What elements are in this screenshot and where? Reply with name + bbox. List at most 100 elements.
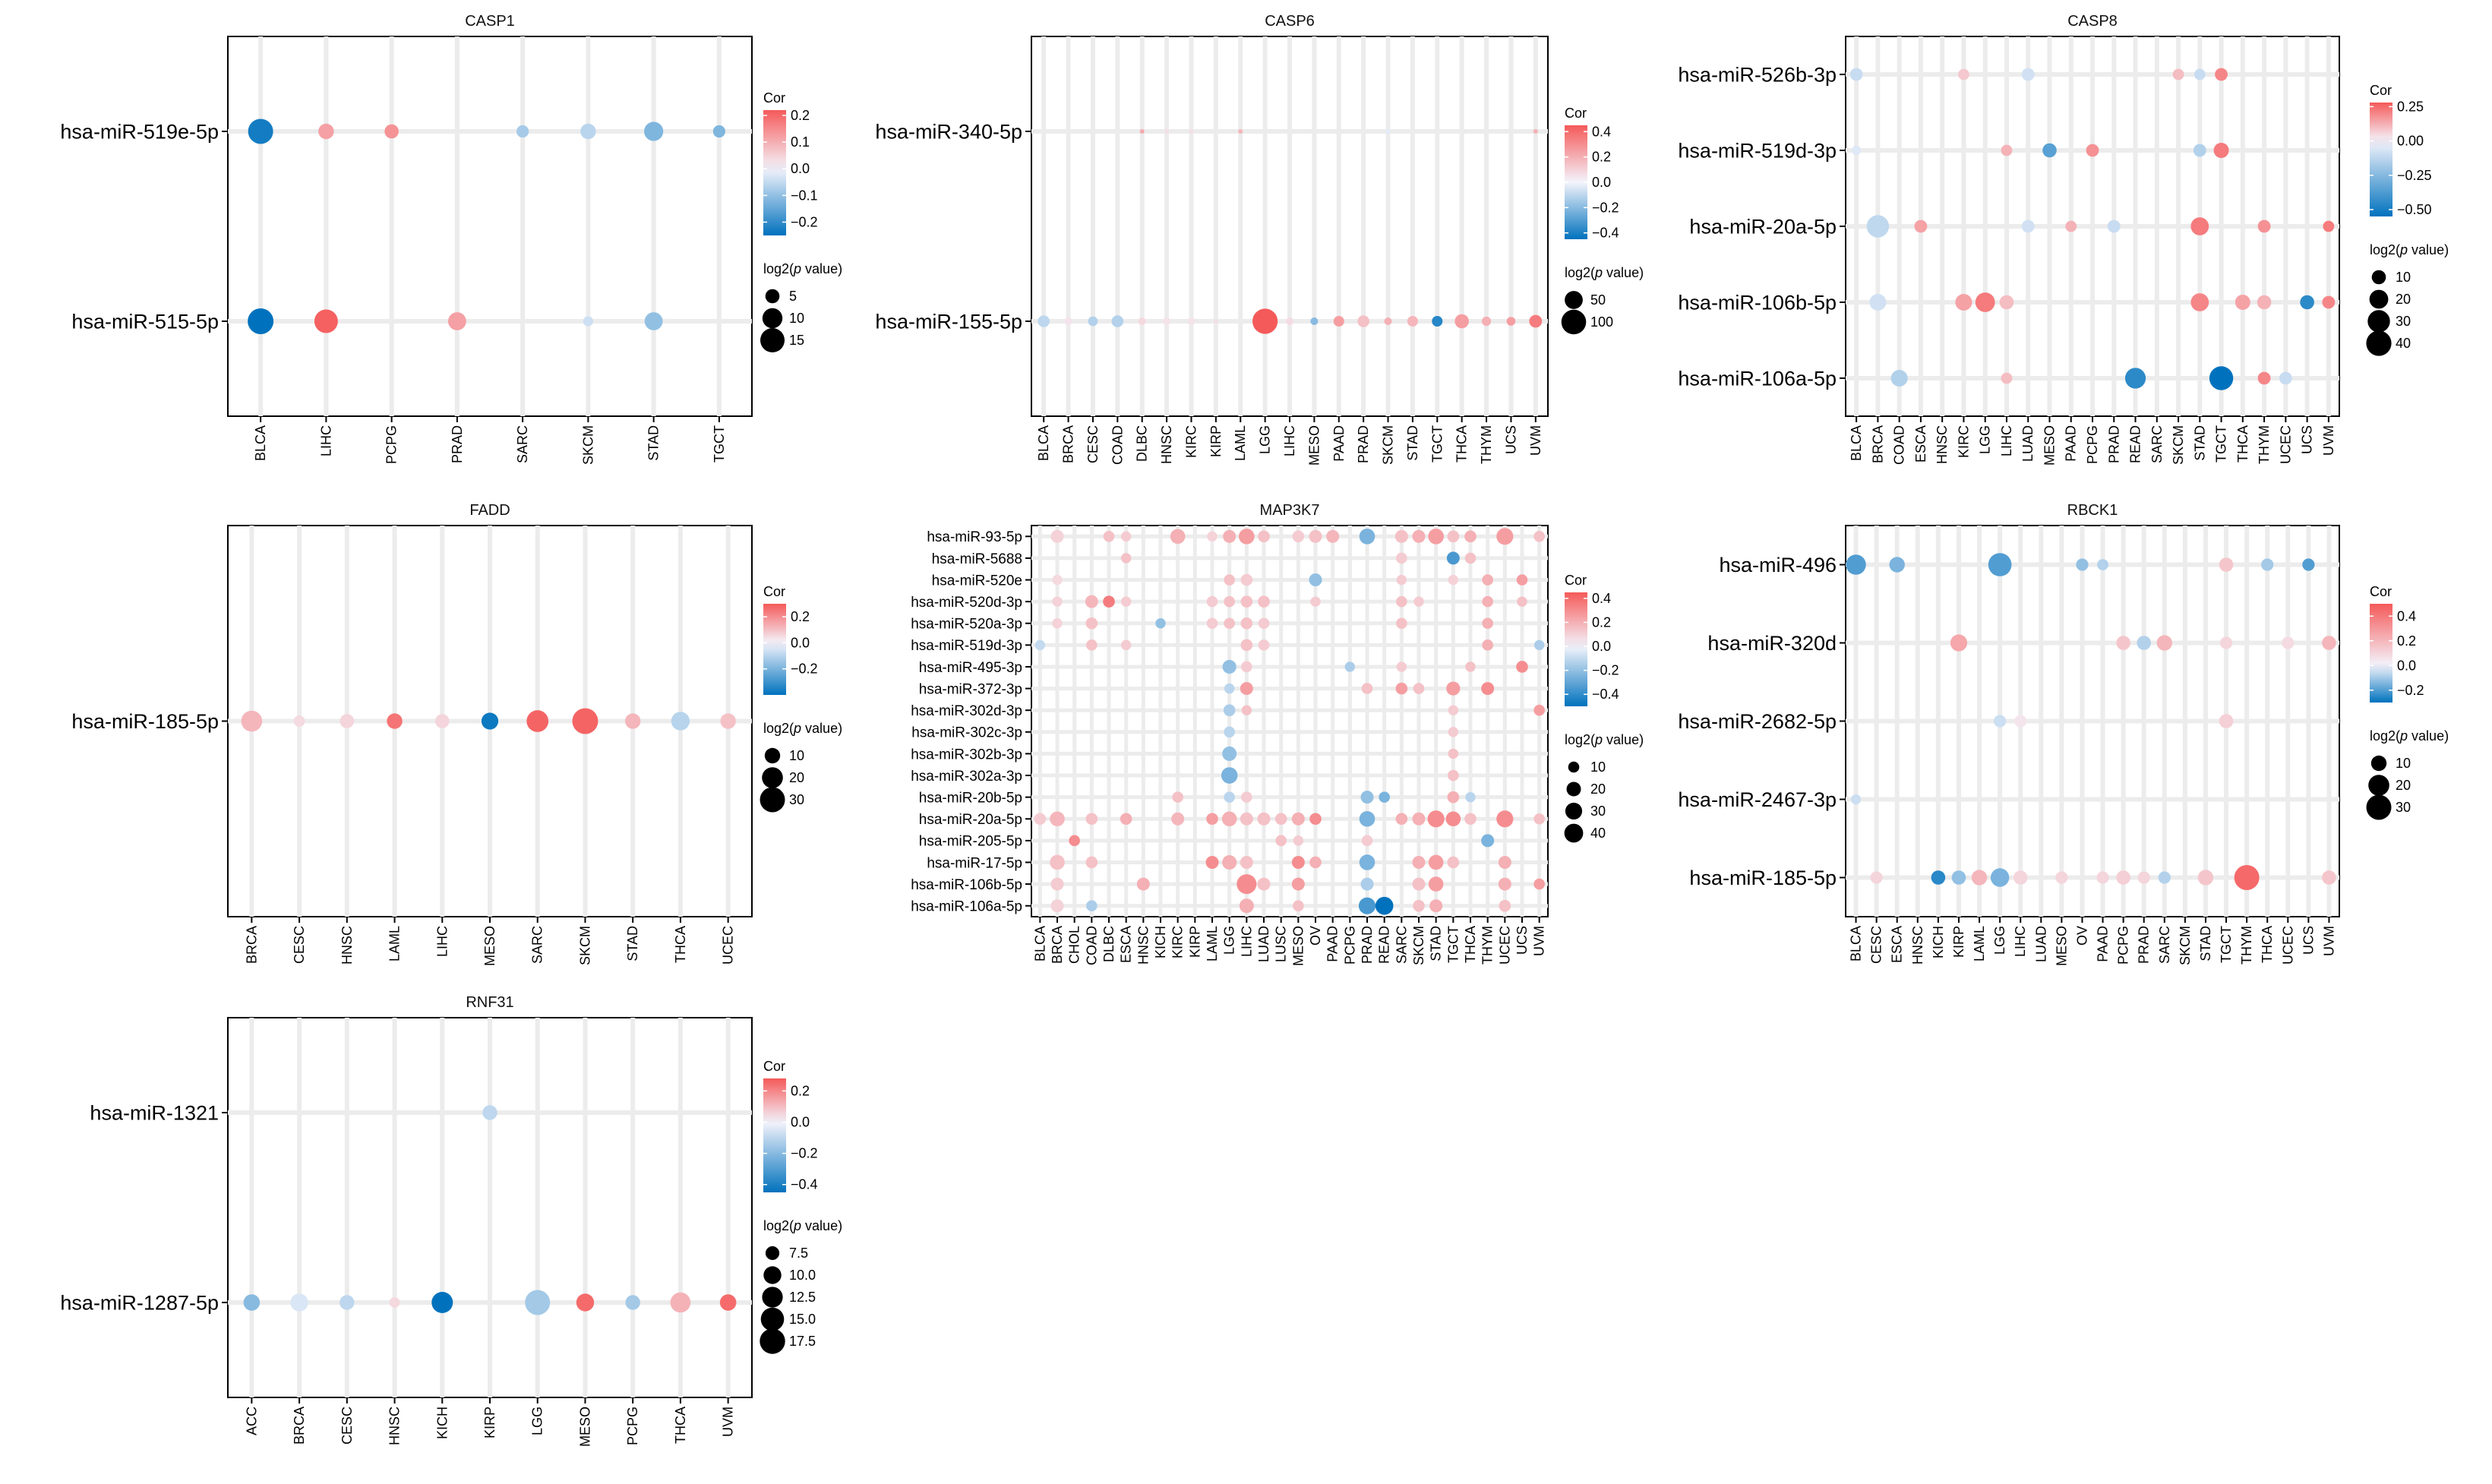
y-tick-label: hsa-miR-155-5p	[875, 311, 1022, 333]
size-legend-dot	[1568, 761, 1580, 773]
x-tick-label: LAML	[387, 926, 403, 961]
data-point	[1293, 900, 1304, 911]
data-point	[1499, 899, 1511, 912]
x-tick-label: SKCM	[580, 425, 595, 465]
x-tick-label: KIRP	[1187, 926, 1202, 958]
data-point	[1359, 810, 1375, 827]
data-point	[1516, 661, 1528, 673]
x-tick-label: OV	[2074, 926, 2089, 946]
x-tick-label: LIHC	[318, 425, 333, 456]
data-point	[1120, 553, 1132, 564]
data-point	[2013, 870, 2028, 885]
colorbar-label: −0.2	[791, 214, 818, 229]
data-point	[2322, 636, 2336, 650]
panel-casp6: CASP6 hsa-miR-340-5p hsa-miR-155-5p BLCA BRC…	[875, 13, 1644, 466]
data-point	[2219, 714, 2234, 728]
size-legend-title: log2(p value)	[2370, 728, 2449, 744]
colorbar-label: 0.2	[1592, 150, 1611, 165]
data-point	[1360, 877, 1374, 891]
data-point	[1239, 529, 1255, 545]
data-point	[1155, 618, 1166, 629]
x-tick-label: ESCA	[1890, 926, 1905, 963]
data-point	[1291, 855, 1305, 869]
x-tick-label: LIHC	[2013, 926, 2028, 957]
data-point	[2158, 871, 2171, 884]
size-legend-label: 10.0	[789, 1268, 816, 1283]
x-tick-label: LGG	[1222, 926, 1237, 955]
data-point	[248, 118, 273, 144]
panel-rnf31: RNF31 hsa-miR-1321 hsa-miR-1287-5p ACC BRCA C…	[60, 994, 842, 1447]
data-point	[2042, 143, 2057, 158]
data-point	[1164, 129, 1170, 134]
cor-legend-title: Cor	[1565, 573, 1587, 588]
data-point	[1207, 531, 1218, 542]
size-legend-label: 40	[2396, 336, 2411, 351]
size-legend-title: log2(p value)	[763, 261, 842, 276]
x-tick-label: LUAD	[1256, 926, 1271, 962]
size-legend-dot	[762, 1287, 783, 1308]
y-tick-label: hsa-miR-106a-5p	[1678, 368, 1837, 390]
data-point	[1189, 129, 1194, 134]
size-legend-label: 20	[2396, 292, 2411, 307]
data-point	[2190, 293, 2209, 311]
data-point	[1050, 854, 1065, 870]
data-point	[1086, 900, 1098, 911]
data-point	[293, 715, 305, 727]
data-point	[1533, 129, 1538, 134]
y-tick-label: hsa-miR-20b-5p	[919, 790, 1022, 806]
x-tick-label: TGCT	[712, 425, 727, 463]
colorbar-label: −0.1	[791, 188, 818, 203]
x-tick-label: UCEC	[2278, 425, 2293, 464]
x-tick-label: UCS	[2301, 926, 2316, 955]
y-tick-label: hsa-miR-519d-3p	[1678, 140, 1837, 163]
x-tick-label: PRAD	[1356, 425, 1371, 463]
x-tick-label: LUAD	[2020, 425, 2036, 462]
colorbar-label: −0.4	[1592, 687, 1619, 702]
data-point	[1138, 317, 1146, 325]
size-legend-dot	[1566, 781, 1581, 797]
data-point	[1394, 529, 1408, 543]
data-point	[2257, 219, 2271, 233]
data-point	[1533, 639, 1545, 651]
x-tick-label: TGCT	[1429, 425, 1445, 463]
data-point	[2300, 295, 2314, 310]
colorbar-label: 0.00	[2397, 134, 2424, 149]
colorbar-label: 0.0	[1592, 639, 1611, 654]
cor-colorbar	[763, 604, 786, 695]
x-tick-label: MESO	[1306, 425, 1322, 466]
data-point	[1533, 813, 1545, 825]
data-point	[1412, 529, 1426, 543]
colorbar-label: 0.0	[791, 635, 810, 650]
data-point	[1379, 791, 1390, 803]
cor-colorbar	[763, 1078, 786, 1192]
data-point	[2322, 870, 2336, 885]
data-point	[1407, 316, 1418, 327]
data-point	[644, 122, 664, 141]
size-legend-label: 10	[2396, 756, 2411, 771]
x-tick-label: HNSC	[340, 926, 355, 965]
x-tick-label: SARC	[515, 425, 530, 463]
x-tick-label: DLBC	[1135, 425, 1150, 462]
data-point	[2219, 557, 2234, 572]
y-tick-label: hsa-miR-1321	[90, 1102, 219, 1125]
data-point	[2257, 371, 2271, 385]
y-tick-label: hsa-miR-372-3p	[919, 681, 1022, 697]
x-tick-label: KIRP	[1951, 926, 1966, 958]
data-point	[2190, 217, 2209, 235]
data-point	[384, 124, 399, 139]
data-point	[243, 1294, 261, 1311]
data-point	[1999, 295, 2014, 310]
data-point	[1360, 791, 1374, 804]
x-tick-label: PRAD	[1360, 926, 1375, 964]
x-tick-label: THCA	[1463, 926, 1478, 963]
data-point	[624, 713, 641, 729]
data-point	[1869, 294, 1887, 311]
data-point	[1085, 595, 1098, 608]
data-point	[1445, 811, 1461, 827]
x-tick-label: KIRP	[1208, 425, 1224, 457]
data-point	[1465, 661, 1476, 672]
x-tick-label: HNSC	[1910, 926, 1925, 965]
x-tick-label: PAAD	[2064, 425, 2079, 462]
x-tick-label: LGG	[530, 1407, 545, 1435]
x-tick-label: LUAD	[2033, 926, 2048, 962]
